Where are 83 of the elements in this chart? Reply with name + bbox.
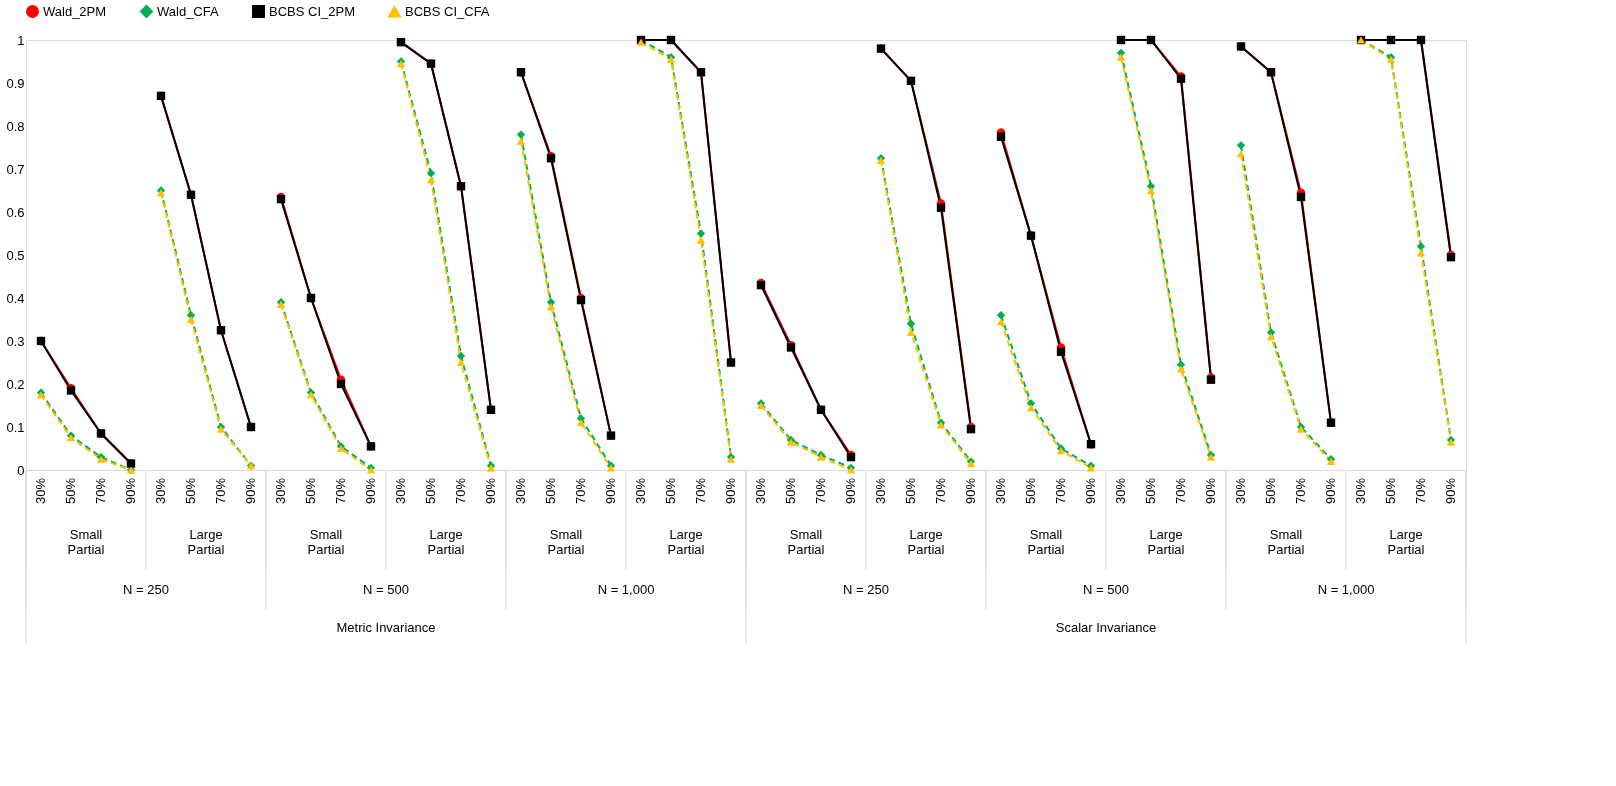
x-tick-label: 90% <box>843 477 858 505</box>
y-tick-label: 0.2 <box>6 376 25 392</box>
x-tick-label: 90% <box>243 477 258 505</box>
y-tick-label: 0.5 <box>6 247 25 263</box>
text: N = 1,000 <box>1317 582 1375 597</box>
x-tick-label: 30% <box>873 477 888 505</box>
x-tick-label: 30% <box>753 477 768 505</box>
x-tick-label: 90% <box>603 477 618 505</box>
x-tick-label: 50% <box>663 477 678 505</box>
x-tick-label: 70% <box>453 477 468 505</box>
text: Small Partial <box>547 527 585 557</box>
x-tick-label: 50% <box>903 477 918 505</box>
text: Small Partial <box>67 527 105 557</box>
x-tick-label: 70% <box>1293 477 1308 505</box>
text: Large Partial <box>907 527 945 557</box>
x-tick-label: 30% <box>393 477 408 505</box>
x-tick-label: 90% <box>123 477 138 505</box>
y-tick-label: 0.7 <box>6 161 25 177</box>
y-tick-label: 0.9 <box>6 75 25 91</box>
x-tick-label: 50% <box>1023 477 1038 505</box>
x-tick-label: 70% <box>1413 477 1428 505</box>
x-tick-label: 30% <box>153 477 168 505</box>
x-tick-label: 70% <box>573 477 588 505</box>
x-tick-label: 90% <box>1203 477 1218 505</box>
text: Metric Invariance <box>336 619 436 635</box>
x-tick-label: 90% <box>963 477 978 505</box>
x-tick-label: 50% <box>543 477 558 505</box>
y-tick-label: 0.1 <box>6 419 25 435</box>
x-tick-label: 50% <box>303 477 318 505</box>
x-tick-label: 30% <box>993 477 1008 505</box>
y-tick-label: 1 <box>17 32 25 48</box>
x-tick-label: 50% <box>1383 477 1398 505</box>
x-tick-label: 70% <box>333 477 348 505</box>
text: Small Partial <box>787 527 825 557</box>
text: N = 500 <box>1083 582 1129 597</box>
x-tick-label: 70% <box>213 477 228 505</box>
x-tick-label: 50% <box>423 477 438 505</box>
text: Large Partial <box>427 527 465 557</box>
x-tick-label: 70% <box>933 477 948 505</box>
x-tick-label: 30% <box>273 477 288 505</box>
x-tick-label: 90% <box>363 477 378 505</box>
text: N = 250 <box>123 582 169 597</box>
legend-label: BCBS CI_CFA <box>405 3 490 19</box>
text: Large Partial <box>1387 527 1425 557</box>
x-tick-label: 90% <box>1083 477 1098 505</box>
x-tick-label: 30% <box>1113 477 1128 505</box>
x-tick-label: 90% <box>723 477 738 505</box>
x-tick-label: 30% <box>1233 477 1248 505</box>
x-tick-label: 30% <box>1353 477 1368 505</box>
text: N = 250 <box>843 582 889 597</box>
x-tick-label: 30% <box>633 477 648 505</box>
legend-label: Wald_2PM <box>43 3 107 19</box>
text: Small Partial <box>307 527 345 557</box>
x-tick-label: 50% <box>1143 477 1158 505</box>
text: Large Partial <box>1147 527 1185 557</box>
x-tick-label: 70% <box>1053 477 1068 505</box>
text: Large Partial <box>667 527 705 557</box>
x-tick-label: 50% <box>63 477 78 505</box>
text: N = 1,000 <box>597 582 655 597</box>
text: Small Partial <box>1027 527 1065 557</box>
text: Scalar Invariance <box>1055 619 1157 635</box>
x-tick-label: 50% <box>1263 477 1278 505</box>
y-tick-label: 0 <box>17 462 25 478</box>
x-tick-label: 70% <box>1173 477 1188 505</box>
x-tick-label: 90% <box>483 477 498 505</box>
x-tick-label: 90% <box>1443 477 1458 505</box>
x-tick-label: 70% <box>813 477 828 505</box>
x-tick-label: 90% <box>1323 477 1338 505</box>
legend-label: Wald_CFA <box>157 3 219 19</box>
x-tick-label: 30% <box>33 477 48 505</box>
x-tick-label: 70% <box>693 477 708 505</box>
text: Large Partial <box>187 527 225 557</box>
x-tick-label: 70% <box>93 477 108 505</box>
y-tick-label: 0.3 <box>6 333 25 349</box>
y-tick-label: 0.6 <box>6 204 25 220</box>
x-tick-label: 50% <box>783 477 798 505</box>
text: Small Partial <box>1267 527 1305 557</box>
x-tick-label: 30% <box>513 477 528 505</box>
y-tick-label: 0.8 <box>6 118 25 134</box>
x-tick-label: 50% <box>183 477 198 505</box>
legend-label: BCBS CI_2PM <box>269 3 355 19</box>
text: N = 500 <box>363 582 409 597</box>
y-tick-label: 0.4 <box>6 290 25 306</box>
